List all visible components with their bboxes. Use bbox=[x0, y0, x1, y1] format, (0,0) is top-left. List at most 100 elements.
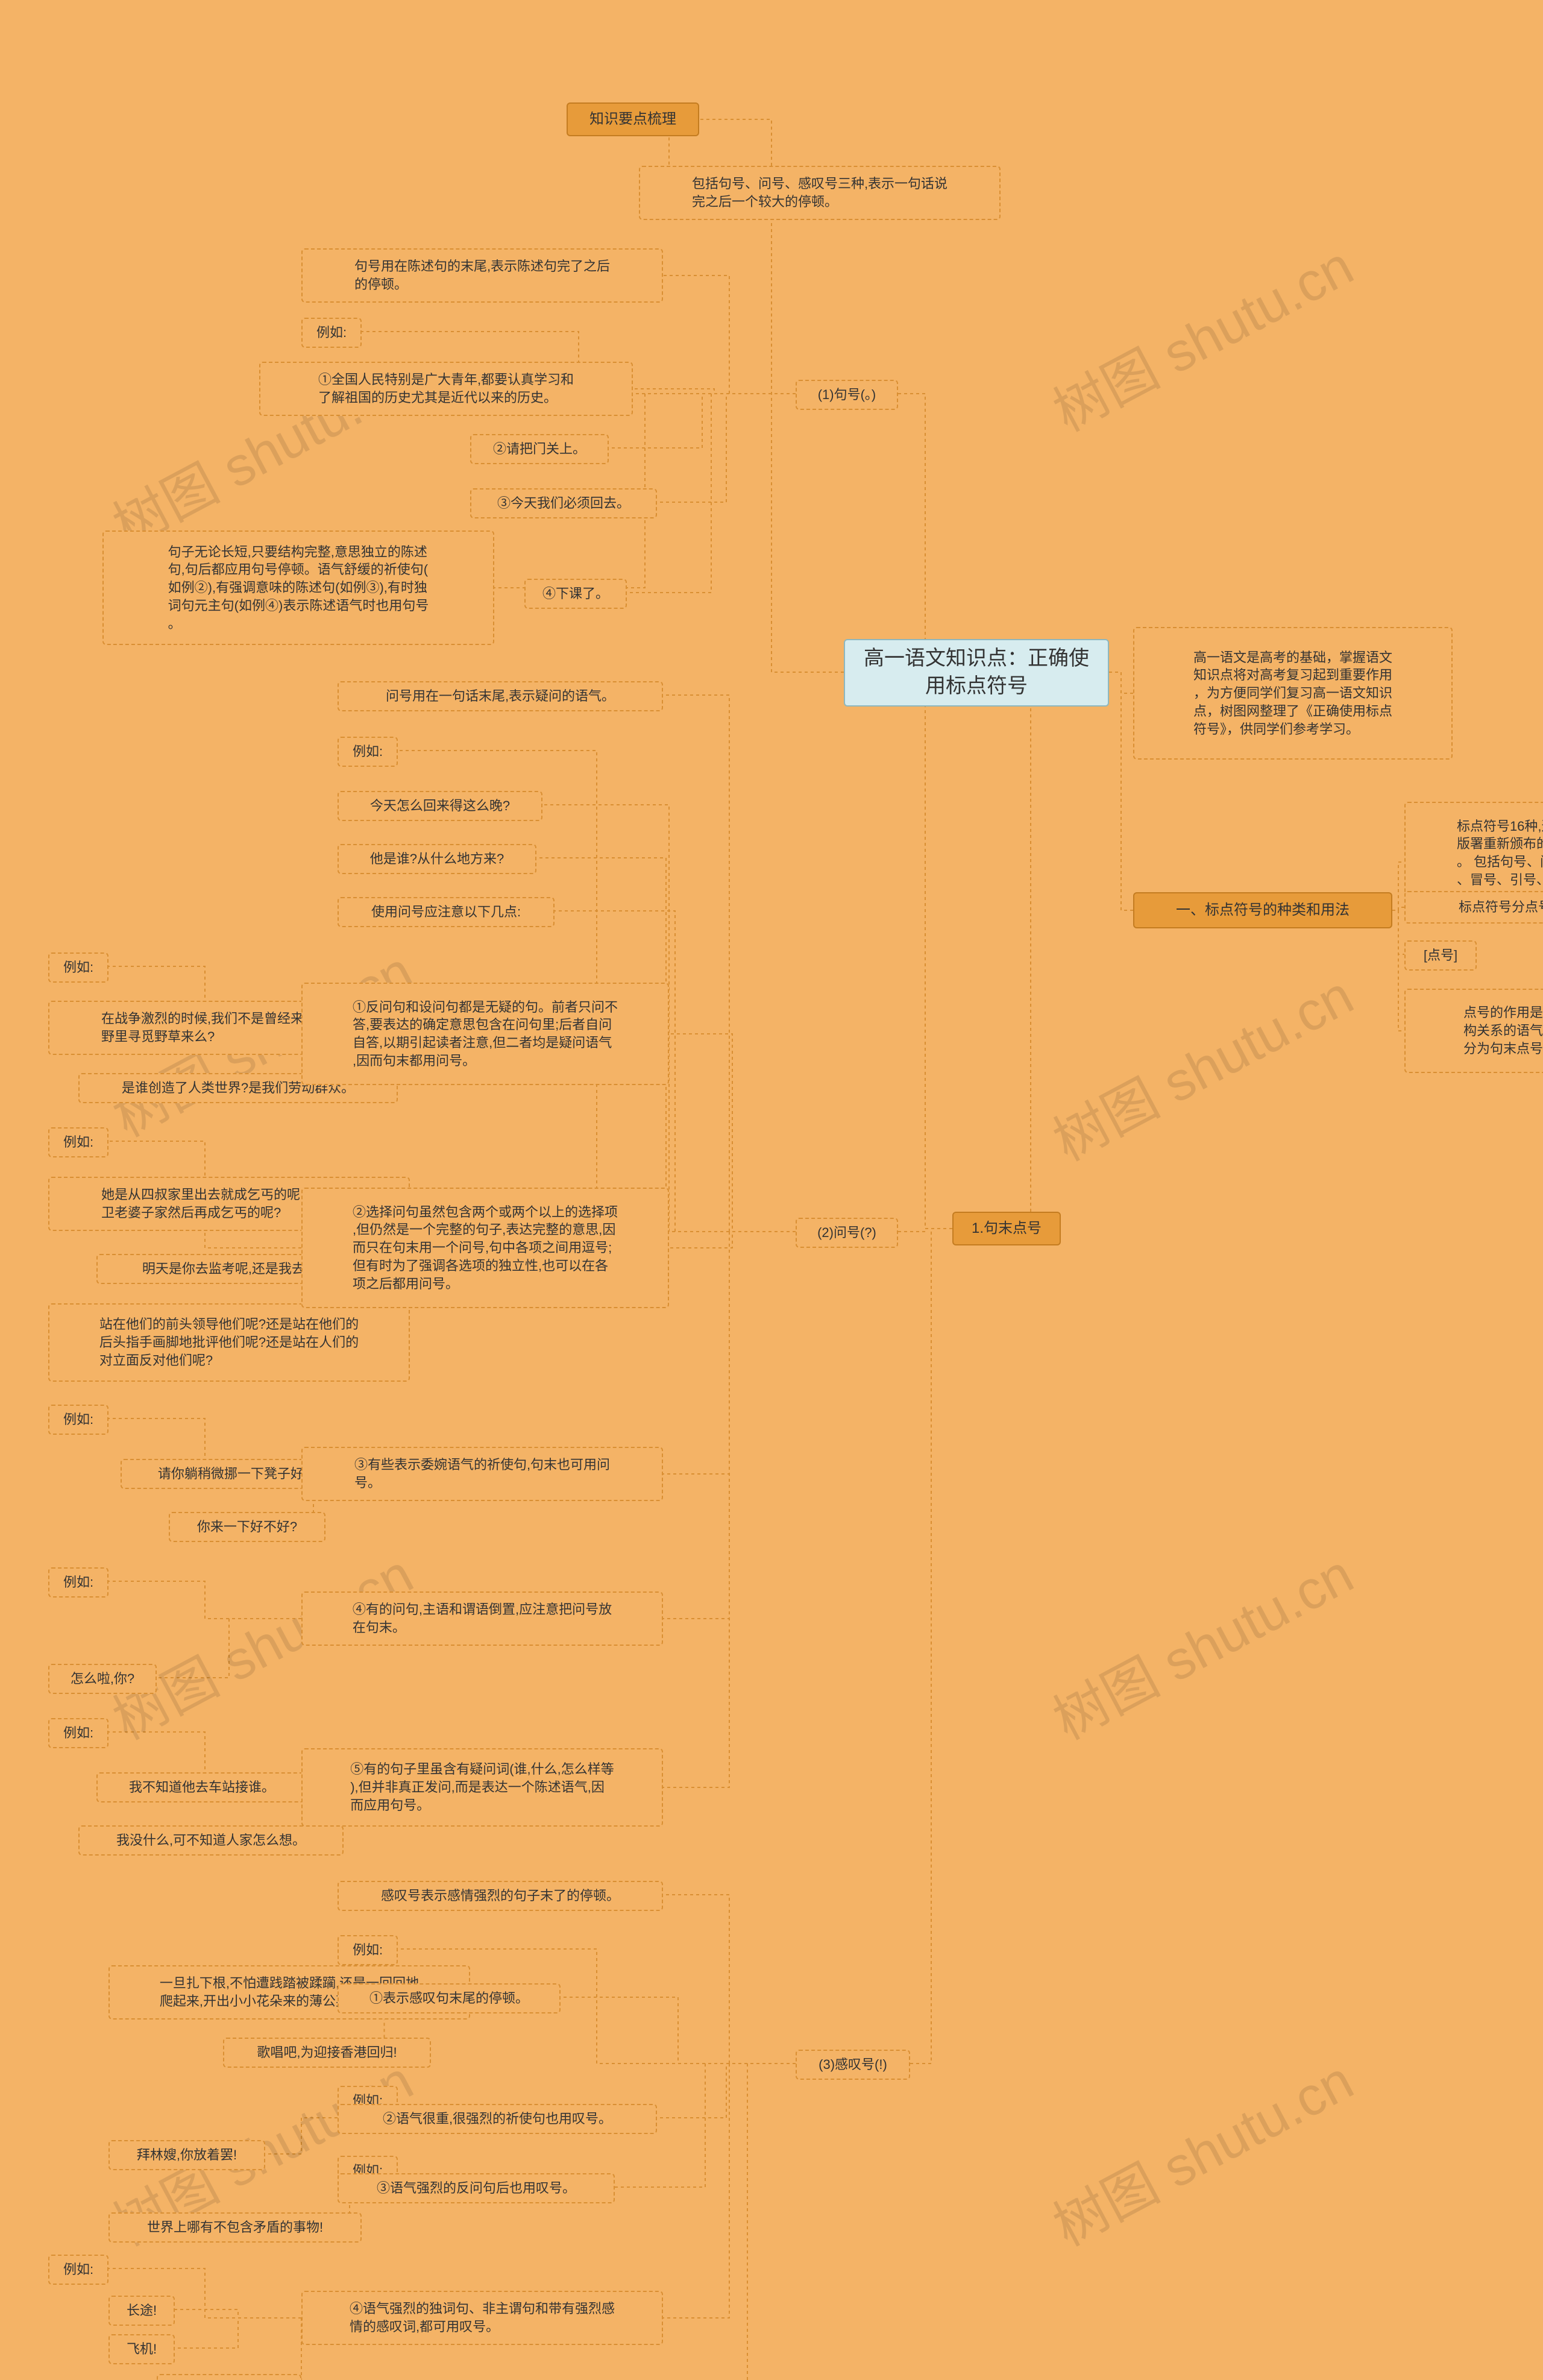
node-label: 1.句末点号 bbox=[972, 1219, 1042, 1238]
connector bbox=[1392, 907, 1404, 910]
mindmap-node-p2t: 我不知道他去车站接谁。 bbox=[96, 1772, 307, 1802]
connector bbox=[609, 394, 796, 448]
node-label: [点号] bbox=[1424, 946, 1457, 965]
mindmap-node-p2d: 他是谁?从什么地方来? bbox=[338, 844, 536, 874]
mindmap-node-p3i4: ④语气强烈的独词句、非主谓句和带有强烈感 情的感叹词,都可用叹号。 bbox=[301, 2291, 663, 2345]
connector bbox=[108, 1581, 301, 1619]
node-label: 歌唱吧,为迎接香港回归! bbox=[257, 2044, 397, 2062]
mindmap-node-p2i5: ⑤有的句子里虽含有疑问词(谁,什么,怎么样等 ),但并非真正发问,而是表达一个陈… bbox=[301, 1748, 663, 1827]
mindmap-node-p3a: 感叹号表示感情强烈的句子末了的停顿。 bbox=[338, 1881, 663, 1911]
node-label: 感叹号表示感情强烈的句子末了的停顿。 bbox=[381, 1887, 620, 1905]
connector bbox=[175, 2318, 301, 2348]
node-label: 句号用在陈述句的末尾,表示陈述句完了之后 的停顿。 bbox=[354, 257, 610, 293]
mindmap-node-p2i1: ①反问句和设问句都是无疑的句。前者只问不 答,要表达的确定意思包含在问句里;后者… bbox=[301, 983, 669, 1085]
mindmap-node-p1f: 句子无论长短,只要结构完整,意思独立的陈述 句,句后都应用句号停顿。语气舒缓的祈… bbox=[102, 530, 494, 645]
mindmap-node-p3i: 例如: bbox=[48, 2255, 108, 2285]
mindmap-node-p1a: 句号用在陈述句的末尾,表示陈述句完了之后 的停顿。 bbox=[301, 248, 663, 303]
connector bbox=[663, 695, 796, 1232]
node-label: 世界上哪有不包含矛盾的事物! bbox=[147, 2218, 323, 2237]
mindmap-node-p1c: ①全国人民特别是广大青年,都要认真学习和 了解祖国的历史尤其是近代以来的历史。 bbox=[259, 362, 633, 416]
mindmap-node-sec1d: 点号的作用是点断,主要表示语句的停顿、结 构关系的语气。按照使用的不同位置,点号… bbox=[1404, 989, 1543, 1073]
node-label: 例如: bbox=[316, 324, 347, 342]
mindmap-node-p2e: 使用问号应注意以下几点: bbox=[338, 897, 555, 927]
mindmap-node-p3f: 拜林嫂,你放着罢! bbox=[108, 2140, 265, 2170]
node-label: (1)句号(。) bbox=[818, 386, 876, 404]
connector bbox=[633, 389, 796, 394]
connector bbox=[669, 1034, 796, 1232]
node-label: 高一语文是高考的基础，掌握语文 知识点将对高考复习起到重要作用 ，为方便同学们复… bbox=[1193, 649, 1392, 738]
mindmap-node-p1e: ③今天我们必须回去。 bbox=[470, 488, 657, 518]
connector bbox=[157, 1619, 301, 1678]
connector bbox=[175, 2309, 301, 2318]
node-label: 站在他们的前头领导他们呢?还是站在他们的 后头指手画脚地批评他们呢?还是站在人们… bbox=[99, 1315, 359, 1369]
mindmap-node-k1: 包括句号、问号、感叹号三种,表示一句话说 完之后一个较大的停顿。 bbox=[639, 166, 1001, 220]
node-label: 句子无论长短,只要结构完整,意思独立的陈述 句,句后都应用句号停顿。语气舒缓的祈… bbox=[168, 543, 429, 632]
mindmap-node-p2r: 怎么啦,你? bbox=[48, 1664, 157, 1694]
mindmap-node-p2u: 我没什么,可不知道人家怎么想。 bbox=[78, 1825, 344, 1856]
node-label: 例如: bbox=[63, 1724, 93, 1742]
mindmap-node-sec1c: [点号] bbox=[1404, 940, 1477, 971]
node-label: ②选择问句虽然包含两个或两个以上的选择项 ,但仍然是一个完整的句子,表达完整的意… bbox=[353, 1203, 618, 1292]
node-label: ③语气强烈的反问句后也用叹号。 bbox=[377, 2179, 576, 2197]
connector bbox=[898, 1229, 952, 1232]
connector bbox=[663, 2064, 796, 2318]
mindmap-node-p3i2: ②语气很重,很强烈的祈使句也用叹号。 bbox=[338, 2104, 657, 2134]
connector bbox=[669, 1232, 796, 1248]
mindmap-node-root: 高一语文知识点：正确使 用标点符号 bbox=[844, 639, 1109, 707]
mindmap-node-p2b: 例如: bbox=[338, 737, 398, 767]
node-label: 例如: bbox=[63, 2261, 93, 2279]
mindmap-node-p3k: 飞机! bbox=[108, 2334, 175, 2364]
watermark-text: 树图 shutu.cn bbox=[1037, 2038, 1364, 2261]
node-label: ②请把门关上。 bbox=[493, 440, 586, 458]
watermark-text: 树图 shutu.cn bbox=[1037, 952, 1364, 1176]
node-label: 长途! bbox=[127, 2302, 157, 2320]
node-label: 我不知道他去车站接谁。 bbox=[129, 1778, 275, 1796]
node-label: 知识要点梳理 bbox=[589, 110, 676, 129]
node-label: 例如: bbox=[353, 1941, 383, 1959]
connector bbox=[561, 1997, 796, 2064]
mindmap-node-p2a: 问号用在一句话末尾,表示疑问的语气。 bbox=[338, 681, 663, 711]
connector bbox=[663, 1232, 796, 1474]
node-label: 例如: bbox=[63, 959, 93, 977]
node-label: 请你躺稍微挪一下凳子好吗? bbox=[158, 1465, 324, 1483]
node-label: ④语气强烈的独词句、非主谓句和带有强烈感 情的感叹词,都可用叹号。 bbox=[350, 2300, 615, 2335]
mindmap-node-p1g: ④下课了。 bbox=[524, 579, 627, 609]
connector bbox=[663, 1232, 796, 1787]
node-label: 你来一下好不好? bbox=[197, 1518, 297, 1536]
node-label: 我没什么,可不知道人家怎么想。 bbox=[116, 1831, 306, 1850]
mindmap-node-intro: 高一语文是高考的基础，掌握语文 知识点将对高考复习起到重要作用 ，为方便同学们复… bbox=[1133, 627, 1453, 760]
connector bbox=[265, 2118, 338, 2154]
connector bbox=[1392, 862, 1404, 910]
node-label: ①全国人民特别是广大青年,都要认真学习和 了解祖国的历史尤其是近代以来的历史。 bbox=[318, 371, 574, 406]
mindmap-node-p3b: 例如: bbox=[338, 1935, 398, 1965]
connector bbox=[1109, 672, 1133, 693]
mindmap-node-p2m: 站在他们的前头领导他们呢?还是站在他们的 后头指手画脚地批评他们呢?还是站在人们… bbox=[48, 1303, 410, 1382]
mindmap-node-p2s: 例如: bbox=[48, 1718, 108, 1748]
mindmap-node-p2i4: ④有的问句,主语和谓语倒置,应注意把问号放 在句末。 bbox=[301, 1591, 663, 1646]
connector bbox=[657, 394, 796, 502]
mindmap-node-p2f: 例如: bbox=[48, 952, 108, 983]
mindmap-node-p1: (1)句号(。) bbox=[796, 380, 898, 410]
watermark-text: 树图 shutu.cn bbox=[1037, 223, 1364, 447]
node-label: 点号的作用是点断,主要表示语句的停顿、结 构关系的语气。按照使用的不同位置,点号… bbox=[1463, 1004, 1543, 1057]
connector bbox=[910, 1229, 952, 2064]
node-label: 飞机! bbox=[127, 2340, 157, 2358]
connector bbox=[952, 672, 1109, 1229]
connector bbox=[657, 2064, 796, 2118]
node-label: (3)感叹号(!) bbox=[819, 2056, 887, 2074]
mindmap-node-p3i3: ③语气强烈的反问句后也用叹号。 bbox=[338, 2173, 615, 2203]
connector bbox=[663, 1232, 796, 1619]
node-label: 例如: bbox=[63, 1133, 93, 1151]
mindmap-node-p1d: ②请把门关上。 bbox=[470, 434, 609, 464]
node-label: ⑤有的句子里虽含有疑问词(谁,什么,怎么样等 ),但并非真正发问,而是表达一个陈… bbox=[350, 1760, 614, 1814]
connector bbox=[1392, 910, 1404, 1031]
node-label: 今天怎么回来得这么晚? bbox=[370, 797, 510, 815]
node-label: 例如: bbox=[63, 1573, 93, 1591]
watermark-text: 树图 shutu.cn bbox=[1037, 1531, 1364, 1755]
node-label: ①表示感叹句末尾的停顿。 bbox=[369, 1989, 529, 2007]
mindmap-node-p2c: 今天怎么回来得这么晚? bbox=[338, 791, 542, 821]
node-label: ①反问句和设问句都是无疑的句。前者只问不 答,要表达的确定意思包含在问句里;后者… bbox=[353, 998, 618, 1070]
connector bbox=[699, 2064, 796, 2380]
node-label: ④有的问句,主语和谓语倒置,应注意把问号放 在句末。 bbox=[353, 1601, 612, 1636]
mindmap-node-p2q: 例如: bbox=[48, 1567, 108, 1598]
